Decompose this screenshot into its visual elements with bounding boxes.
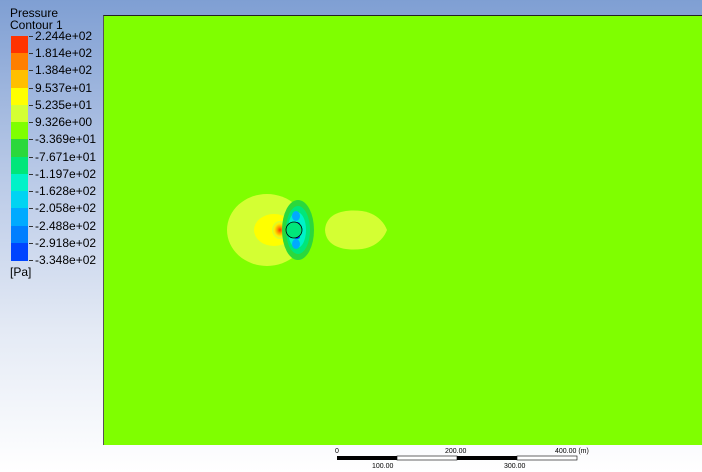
legend-tick-label: -2.058e+02 bbox=[35, 201, 97, 216]
scale-segment-3 bbox=[457, 456, 517, 460]
legend-tick-label: -1.628e+02 bbox=[35, 184, 97, 199]
legend-tick-mark bbox=[29, 260, 33, 261]
legend-tick-mark bbox=[29, 139, 33, 141]
pressure-field-background bbox=[104, 16, 702, 445]
legend-unit: [Pa] bbox=[10, 265, 32, 279]
legend-tick-mark bbox=[29, 156, 33, 158]
scale-segment-4 bbox=[516, 455, 578, 461]
legend-tick-label: -2.488e+02 bbox=[35, 218, 97, 233]
legend-tick-mark bbox=[29, 208, 33, 210]
wake-pressure-lobe bbox=[325, 210, 387, 250]
legend-swatch bbox=[11, 242, 28, 261]
legend-tick-mark bbox=[29, 191, 33, 193]
legend-tick-mark bbox=[29, 104, 33, 106]
scale-label-100: 100.00 bbox=[372, 463, 394, 470]
legend-swatch bbox=[11, 70, 28, 89]
legend-tick-label: -7.671e+01 bbox=[35, 149, 97, 164]
legend-tick-mark bbox=[29, 36, 33, 37]
legend-swatch bbox=[11, 173, 28, 192]
length-scale-bar: 0 200.00 400.00 (m) 100.00 300.00 bbox=[330, 446, 610, 472]
legend-tick-label: 2.244e+02 bbox=[35, 29, 93, 43]
legend-tick-label: 9.537e+01 bbox=[35, 80, 93, 95]
scale-label-300: 300.00 bbox=[504, 463, 526, 470]
scale-label-0: 0 bbox=[335, 448, 339, 455]
legend-title-contour: Contour 1 bbox=[10, 18, 63, 32]
legend-tick-label: -3.348e+02 bbox=[35, 253, 97, 267]
legend-title: Pressure Contour 1 bbox=[10, 7, 63, 31]
scale-label-400: 400.00 (m) bbox=[555, 448, 589, 455]
legend-swatch bbox=[11, 87, 28, 106]
legend-tick-label: 1.384e+02 bbox=[35, 63, 93, 78]
legend-tick-mark bbox=[29, 87, 33, 89]
legend-swatch bbox=[11, 36, 28, 54]
legend-swatch bbox=[11, 104, 28, 123]
low-pressure-top-core bbox=[292, 211, 300, 221]
scale-bar-graphic bbox=[337, 455, 578, 461]
legend-swatch bbox=[11, 208, 28, 227]
scale-segment-1 bbox=[337, 456, 397, 460]
legend-title-variable: Pressure bbox=[10, 6, 59, 20]
legend-tick-mark bbox=[29, 225, 33, 227]
legend-tick-label: -3.369e+01 bbox=[35, 132, 97, 147]
legend-tick-mark bbox=[29, 70, 33, 72]
legend-swatch bbox=[11, 53, 28, 72]
legend-swatch bbox=[11, 139, 28, 158]
scale-label-200: 200.00 bbox=[445, 448, 467, 455]
legend-tick-mark bbox=[29, 122, 33, 124]
contour-plot-svg bbox=[104, 16, 702, 445]
contour-plot-area[interactable] bbox=[103, 15, 702, 445]
legend-tick-label: 9.326e+00 bbox=[35, 115, 93, 130]
low-pressure-bottom-core bbox=[292, 239, 300, 249]
legend-swatch bbox=[11, 191, 28, 210]
legend-tick-label: -1.197e+02 bbox=[35, 166, 97, 181]
legend-swatch bbox=[11, 122, 28, 141]
scale-segment-2 bbox=[396, 455, 458, 461]
legend-swatch bbox=[11, 156, 28, 175]
legend-tick-mark bbox=[29, 53, 33, 55]
legend-tick-mark bbox=[29, 173, 33, 175]
legend-tick-mark bbox=[29, 242, 33, 244]
legend-tick-label: -2.918e+02 bbox=[35, 235, 97, 250]
legend-tick-label: 1.814e+02 bbox=[35, 46, 93, 61]
legend-swatch bbox=[11, 225, 28, 244]
cylinder-outline bbox=[285, 221, 303, 239]
legend-color-bar bbox=[11, 36, 28, 261]
legend-tick-label: 5.235e+01 bbox=[35, 97, 93, 112]
